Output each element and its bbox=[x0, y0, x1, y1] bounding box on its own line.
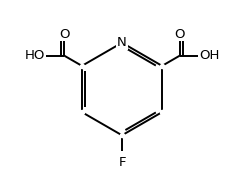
Text: N: N bbox=[117, 36, 127, 49]
Text: F: F bbox=[118, 156, 126, 169]
Text: OH: OH bbox=[199, 49, 219, 62]
Text: HO: HO bbox=[25, 49, 45, 62]
Text: O: O bbox=[59, 28, 70, 41]
Text: O: O bbox=[174, 28, 185, 41]
